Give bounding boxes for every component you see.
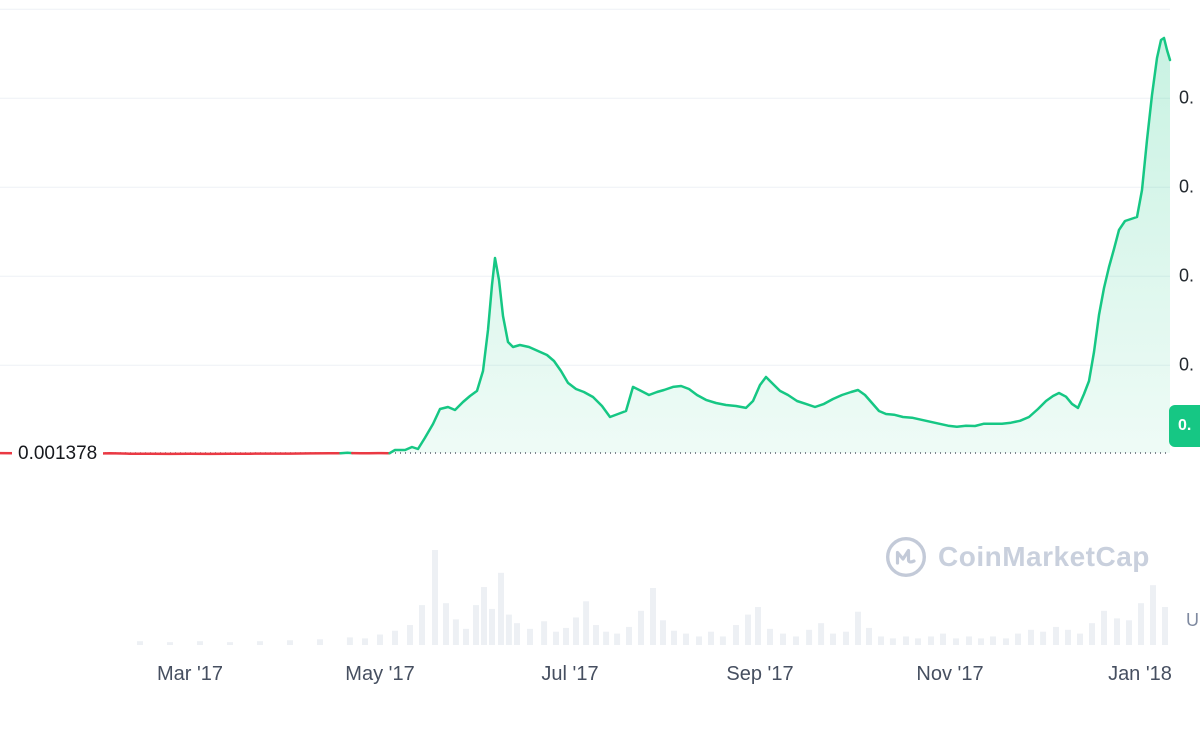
volume-bar bbox=[514, 623, 520, 645]
coinmarketcap-logo-icon bbox=[886, 537, 926, 577]
volume-bar bbox=[346, 637, 353, 645]
volume-bar bbox=[614, 633, 621, 645]
current-price-badge-label: 0. bbox=[1178, 417, 1192, 434]
volume-bar bbox=[683, 633, 689, 645]
volume-bar bbox=[137, 641, 143, 645]
volume-bar bbox=[541, 621, 548, 645]
watermark-brand: CoinMarketCap bbox=[938, 541, 1150, 572]
volume-bar bbox=[671, 630, 677, 645]
y-axis-label: 0. bbox=[1179, 265, 1195, 286]
y-axis-label: 0. bbox=[1179, 87, 1195, 108]
volume-bar bbox=[463, 628, 469, 645]
volume-bar bbox=[317, 639, 323, 645]
volume-bar bbox=[1077, 633, 1083, 645]
volume-bar bbox=[806, 629, 813, 645]
volume-bar bbox=[1053, 626, 1059, 645]
volume-bar bbox=[745, 614, 751, 645]
watermark: CoinMarketCap bbox=[884, 535, 1150, 579]
volume-bar bbox=[719, 636, 726, 645]
volume-bar bbox=[889, 638, 896, 645]
volume-bar bbox=[708, 631, 714, 645]
current-price-badge: 0. bbox=[1169, 405, 1200, 447]
volume-bar bbox=[1150, 585, 1156, 645]
volume-bar bbox=[553, 631, 559, 645]
volume-bar bbox=[990, 636, 996, 645]
x-axis-label: Sep '17 bbox=[726, 663, 794, 685]
volume-bar bbox=[227, 642, 233, 645]
volume-bar bbox=[1089, 623, 1095, 645]
volume-bar bbox=[1101, 610, 1107, 645]
price-line-up bbox=[388, 36, 1172, 455]
volume-bar bbox=[767, 628, 773, 645]
volume-bar bbox=[1003, 638, 1009, 645]
volume-bar bbox=[392, 630, 398, 645]
volume-bar bbox=[287, 640, 293, 645]
reference-price-label: 0.001378 bbox=[12, 441, 104, 467]
y-axis-label: 0. bbox=[1179, 354, 1195, 375]
volume-bar bbox=[660, 620, 666, 645]
volume-bar bbox=[915, 638, 921, 645]
volume-bar bbox=[843, 631, 849, 645]
volume-bar bbox=[443, 603, 449, 645]
volume-bar bbox=[452, 619, 459, 645]
volume-bar bbox=[257, 641, 263, 645]
volume-bar bbox=[1015, 633, 1021, 645]
volume-bar bbox=[481, 587, 487, 645]
volume-bar bbox=[638, 610, 644, 645]
volume-bar bbox=[940, 633, 946, 645]
volume-bar bbox=[573, 617, 579, 645]
volume-bar bbox=[1114, 618, 1120, 645]
volume-bar bbox=[903, 636, 909, 645]
x-axis-label: Jul '17 bbox=[541, 663, 599, 685]
volume-bar bbox=[953, 638, 959, 645]
volume-bar bbox=[650, 588, 656, 645]
currency-label: U bbox=[1186, 610, 1199, 630]
y-axis-label: 0. bbox=[1179, 176, 1195, 197]
volume-bar bbox=[966, 636, 972, 645]
volume-bar bbox=[1126, 620, 1132, 645]
volume-bar bbox=[498, 572, 504, 645]
x-axis-label: Jan '18 bbox=[1108, 663, 1172, 685]
volume-bar bbox=[603, 631, 610, 645]
volume-bar bbox=[1065, 629, 1071, 645]
volume-bar bbox=[419, 605, 425, 645]
volume-bar bbox=[362, 638, 368, 645]
volume-bar bbox=[473, 605, 479, 645]
volume-bar bbox=[928, 636, 934, 645]
volume-bar bbox=[978, 638, 984, 645]
volume-bar bbox=[1162, 607, 1168, 645]
price-area-fill bbox=[0, 38, 1170, 453]
volume-bar bbox=[866, 627, 872, 645]
volume-bar bbox=[780, 633, 786, 645]
volume-bar bbox=[593, 625, 599, 645]
x-axis-label: Nov '17 bbox=[916, 663, 984, 685]
volume-bar bbox=[527, 628, 533, 645]
x-axis-label: Mar '17 bbox=[156, 663, 224, 685]
volume-bar bbox=[830, 633, 836, 645]
volume-bar bbox=[505, 614, 512, 645]
volume-bar bbox=[733, 625, 739, 645]
volume-bar bbox=[755, 607, 761, 645]
volume-bar bbox=[696, 636, 702, 645]
volume-bar bbox=[878, 636, 884, 645]
volume-bar bbox=[197, 641, 203, 645]
volume-bar bbox=[818, 623, 825, 645]
volume-bar bbox=[583, 601, 590, 645]
volume-bar bbox=[855, 611, 861, 645]
volume-bar bbox=[377, 634, 383, 645]
x-axis-label: May '17 bbox=[345, 663, 415, 685]
volume-bar bbox=[407, 625, 413, 645]
volume-bar bbox=[1138, 603, 1144, 645]
volume-bar bbox=[432, 550, 438, 645]
volume-bar bbox=[563, 627, 569, 645]
volume-bar bbox=[489, 608, 495, 645]
volume-bar bbox=[793, 636, 799, 645]
volume-bar bbox=[1028, 629, 1034, 645]
volume-bar bbox=[167, 642, 173, 645]
volume-bar bbox=[626, 626, 632, 645]
volume-bar bbox=[1040, 631, 1047, 645]
